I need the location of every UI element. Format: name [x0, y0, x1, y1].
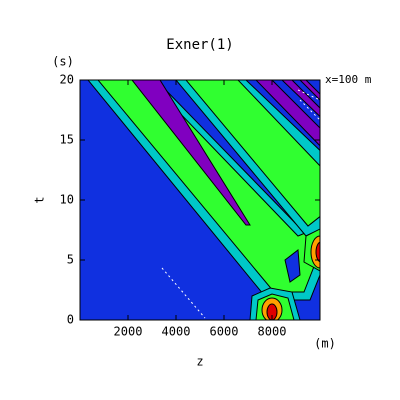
x-tick-label: 8000 — [258, 325, 287, 339]
x-axis-label: z — [196, 355, 203, 369]
annotation: x=100 m — [325, 73, 372, 86]
y-unit: (s) — [52, 55, 74, 69]
y-tick-label: 20 — [60, 73, 74, 87]
x-tick-label: 4000 — [162, 325, 191, 339]
y-axis-label: t — [33, 196, 47, 203]
contour-bands — [87, 80, 320, 320]
y-tick-label: 0 — [67, 313, 74, 327]
x-unit: (m) — [314, 337, 336, 351]
y-tick-label: 10 — [60, 193, 74, 207]
contour-field — [80, 80, 320, 320]
y-tick-label: 5 — [67, 253, 74, 267]
y-tick-label: 15 — [60, 133, 74, 147]
contour-lines — [161, 89, 320, 319]
x-tick-label: 2000 — [114, 325, 143, 339]
chart-title: Exner(1) — [166, 37, 233, 53]
x-tick-label: 6000 — [210, 325, 239, 339]
